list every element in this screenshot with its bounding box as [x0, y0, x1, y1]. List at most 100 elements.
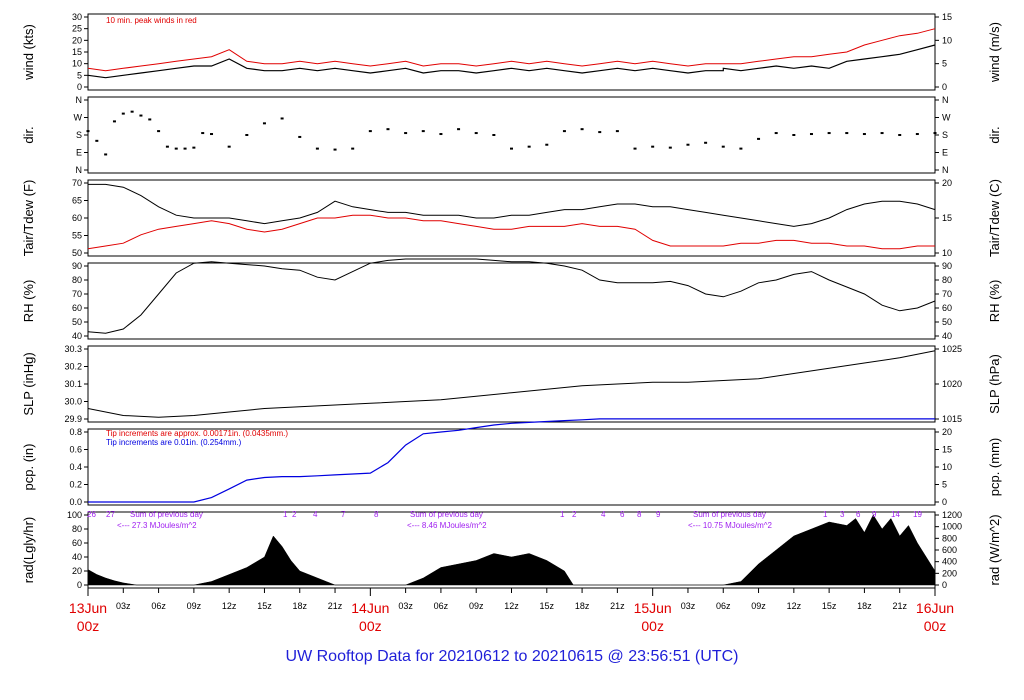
direction-point: [474, 132, 478, 135]
direction-point: [280, 117, 284, 120]
direction-point: [404, 132, 408, 135]
x-tick-label: 15z: [540, 601, 555, 611]
precip-annotation-blue: Tip increments are 0.01in. (0.254mm.): [106, 438, 242, 447]
wind-annotation: 10 min. peak winds in red: [106, 16, 197, 25]
direction-point: [792, 134, 796, 136]
y-tick-label-left: 10: [72, 59, 82, 69]
y-axis-label-right: SLP (hPa): [987, 354, 1002, 414]
direction-point: [880, 132, 884, 135]
radiation-day-note: Sum of previous day: [130, 510, 203, 519]
direction-point: [368, 130, 372, 133]
x-tick-label: 06z: [434, 601, 449, 611]
y-tick-label-left: 0: [77, 580, 82, 590]
direction-point: [774, 132, 778, 135]
y-tick-label-right: 200: [942, 568, 957, 578]
y-axis-label-right: RH (%): [987, 280, 1002, 323]
y-tick-label-left: 40: [72, 552, 82, 562]
direction-point: [562, 130, 566, 133]
direction-point: [721, 145, 725, 148]
direction-point: [112, 120, 116, 123]
precip-annotation-red: Tip increments are approx. 0.00171in. (0…: [106, 429, 288, 438]
direction-point: [615, 130, 619, 133]
y-tick-label-left: 80: [72, 524, 82, 534]
y-tick-label-right: 1025: [942, 344, 962, 354]
direction-point: [933, 132, 937, 135]
y-axis-label-right: Tair/Tdew (C): [987, 179, 1002, 257]
x-tick-label: 18z: [575, 601, 590, 611]
y-tick-label-right: N: [942, 165, 949, 175]
y-axis-label-left: Tair/Tdew (F): [21, 180, 36, 257]
y-tick-label-right: N: [942, 95, 949, 105]
meteogram: wind (kts) wind (m/s)051015202530051015di…: [21, 12, 1002, 634]
y-tick-label-left: 60: [72, 538, 82, 548]
y-tick-label-left: 0.8: [69, 427, 82, 437]
panel-frame: [87, 262, 936, 340]
direction-point: [210, 133, 214, 136]
sea-level-pressure-series: [87, 350, 936, 418]
y-tick-label-left: S: [76, 130, 82, 140]
y-tick-label-right: 15: [942, 445, 952, 455]
direction-point: [686, 143, 690, 146]
radiation-hour-label: 14: [891, 510, 900, 519]
direction-point: [827, 132, 831, 135]
x-tick-label: 18z: [292, 601, 307, 611]
direction-point: [668, 146, 672, 149]
direction-point: [704, 141, 708, 144]
direction-point: [386, 128, 390, 131]
x-day-hour-label: 00z: [641, 618, 664, 634]
y-tick-label-left: 30.3: [64, 344, 82, 354]
y-tick-label-left: E: [76, 148, 82, 158]
panel-frame: [87, 13, 936, 91]
direction-point: [862, 133, 866, 136]
radiation-hour-label: 3: [840, 510, 845, 519]
direction-point: [298, 135, 302, 138]
direction-point: [86, 130, 90, 133]
radiation-hour-label: 6: [620, 510, 625, 519]
y-tick-label-left: 30.0: [64, 397, 82, 407]
direction-point: [333, 148, 337, 151]
radiation-hour-label: 27: [106, 510, 115, 519]
direction-point: [421, 130, 425, 133]
y-tick-label-left: 30: [72, 12, 82, 22]
panel-frame: [87, 345, 936, 423]
direction-point: [580, 128, 584, 131]
y-tick-label-right: 20: [942, 427, 952, 437]
y-tick-label-left: 90: [72, 261, 82, 271]
y-axis-label-left: dir.: [21, 126, 36, 143]
radiation-hour-label: 7: [341, 510, 346, 519]
x-tick-label: 12z: [222, 601, 237, 611]
y-tick-label-right: S: [942, 130, 948, 140]
y-tick-label-right: 15: [942, 213, 952, 223]
radiation-hour-label: 1: [823, 510, 828, 519]
y-tick-label-right: 50: [942, 317, 952, 327]
x-tick-label: 12z: [787, 601, 802, 611]
direction-point: [439, 133, 443, 136]
x-tick-label: 15z: [822, 601, 837, 611]
x-tick-label: 18z: [857, 601, 872, 611]
y-tick-label-right: 90: [942, 261, 952, 271]
y-tick-label-right: 10: [942, 35, 952, 45]
y-tick-label-left: 70: [72, 178, 82, 188]
y-tick-label-right: 5: [942, 480, 947, 490]
y-tick-label-left: 80: [72, 275, 82, 285]
direction-point: [492, 134, 496, 136]
radiation-day-note: Sum of previous day: [693, 510, 766, 519]
y-tick-label-left: 30.2: [64, 362, 82, 372]
y-tick-label-right: 600: [942, 545, 957, 555]
direction-point: [757, 137, 761, 140]
y-axis-label-left: rad(Lgly/hr): [21, 517, 36, 583]
y-tick-label-right: 0: [942, 497, 947, 507]
y-tick-label-left: 0.2: [69, 480, 82, 490]
y-tick-label-left: 0: [77, 82, 82, 92]
direction-point: [315, 147, 319, 150]
y-tick-label-left: 20: [72, 566, 82, 576]
y-axis-label-right: pcp. (mm): [987, 438, 1002, 497]
x-tick-label: 03z: [681, 601, 696, 611]
direction-point: [351, 147, 355, 150]
direction-point: [174, 147, 178, 150]
y-tick-label-right: 40: [942, 331, 952, 341]
y-tick-label-right: 80: [942, 275, 952, 285]
direction-point: [527, 145, 531, 148]
relative-humidity-series: [87, 258, 936, 334]
direction-point: [739, 147, 743, 150]
